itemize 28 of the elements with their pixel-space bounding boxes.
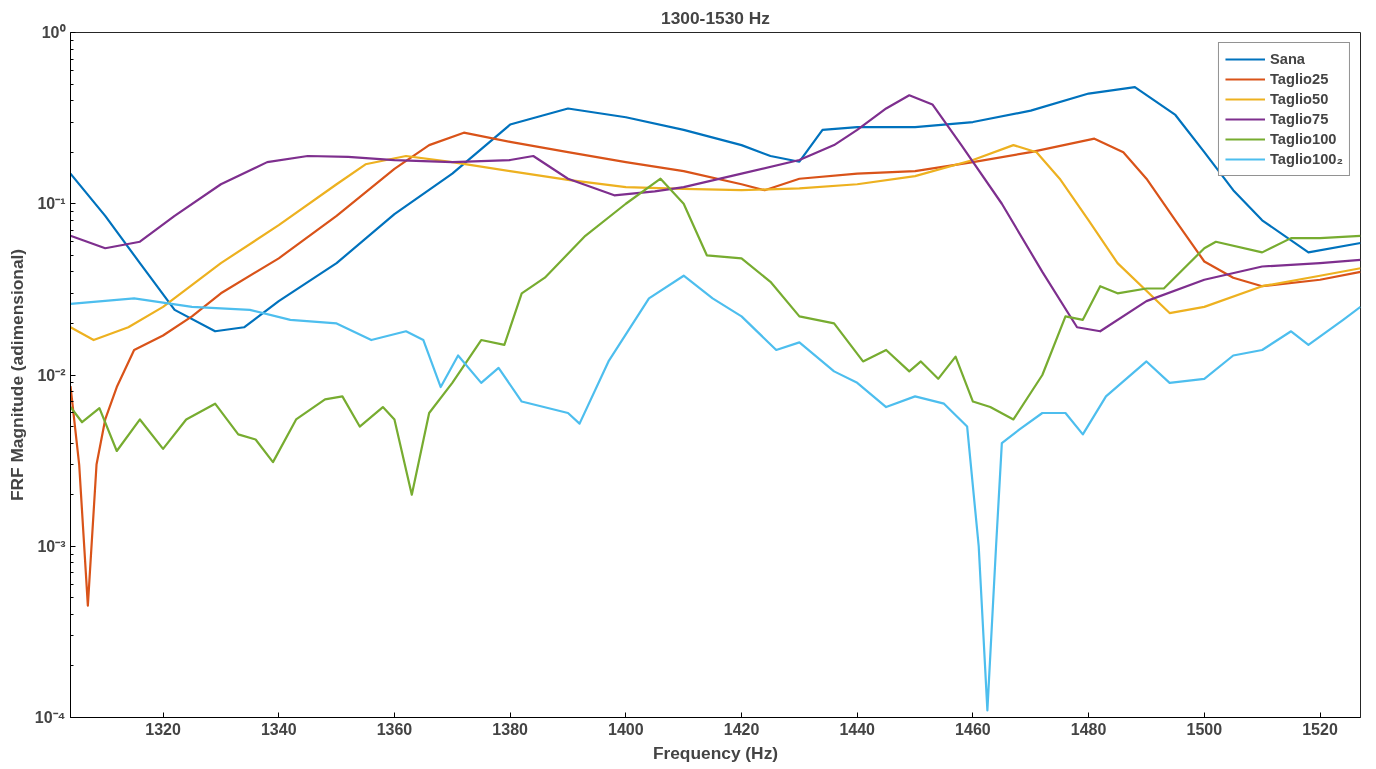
y-tick-label: 10⁻⁴ (34, 709, 66, 726)
legend-label: Sana (1269, 51, 1305, 67)
legend-label: Taglio75 (1269, 111, 1329, 127)
chart-title: 1300-1530 Hz (661, 7, 771, 28)
x-tick-label: 1340 (260, 720, 297, 738)
legend-label: Taglio50 (1269, 91, 1329, 107)
x-tick-label: 1420 (723, 720, 760, 738)
legend-label: Taglio100₂ (1269, 151, 1343, 167)
y-tick-label: 10⁻³ (37, 537, 66, 555)
x-tick-label: 1380 (492, 720, 529, 738)
x-tick-label: 1480 (1070, 720, 1107, 738)
legend-label: Taglio100 (1269, 131, 1337, 147)
y-axis-title: FRF Magnitude (adimensional) (6, 248, 27, 502)
x-tick-label: 1460 (955, 720, 991, 738)
line-series (70, 131, 1361, 607)
legend-label: Taglio25 (1269, 71, 1329, 87)
line-series (70, 177, 1361, 496)
x-tick-label: 1520 (1302, 720, 1338, 738)
y-tick-label: 10⁻² (37, 366, 66, 384)
x-tick-label: 1500 (1186, 720, 1223, 738)
x-tick-label: 1440 (839, 720, 876, 738)
x-tick-label: 1400 (608, 720, 644, 738)
y-tick-label: 10⁻¹ (37, 195, 66, 213)
line-series (70, 274, 1361, 712)
x-tick-label: 1320 (145, 720, 181, 738)
x-axis-title: Frequency (Hz) (652, 742, 779, 763)
y-tick-label: 10⁰ (41, 24, 66, 41)
x-tick-label: 1360 (376, 720, 413, 738)
